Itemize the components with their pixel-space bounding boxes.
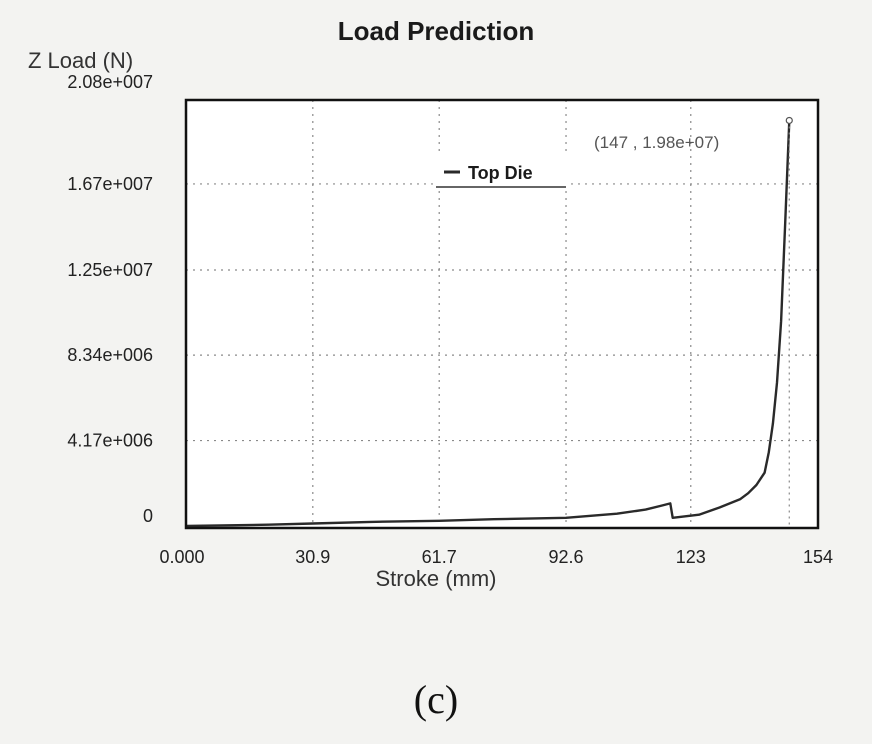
x-tick-label: 92.6 bbox=[548, 547, 583, 567]
peak-annotation: (147 , 1.98e+07) bbox=[594, 116, 793, 528]
x-tick-labels: 0.000 30.9 61.7 92.6 123 154 bbox=[159, 547, 833, 567]
x-tick-label: 154 bbox=[803, 547, 833, 567]
legend-entry-top-die: Top Die bbox=[468, 163, 533, 183]
legend: Top Die bbox=[434, 156, 568, 188]
y-tick-label: 4.17e+006 bbox=[67, 431, 153, 451]
load-prediction-chart: Load Prediction Z Load (N) Stroke (mm) 2… bbox=[28, 16, 833, 591]
plot-frame bbox=[184, 98, 820, 530]
x-tick-label: 123 bbox=[676, 547, 706, 567]
figure-caption: (c) bbox=[413, 677, 459, 722]
peak-annotation-label: (147 , 1.98e+07) bbox=[594, 133, 719, 152]
y-tick-label: 8.34e+006 bbox=[67, 345, 153, 365]
y-tick-label: 1.25e+007 bbox=[67, 260, 153, 280]
y-tick-label: 0 bbox=[143, 506, 153, 526]
y-tick-label: 1.67e+007 bbox=[67, 174, 153, 194]
series-layer bbox=[185, 120, 791, 528]
chart-title: Load Prediction bbox=[338, 16, 534, 46]
x-tick-label: 61.7 bbox=[422, 547, 457, 567]
y-tick-label: 2.08e+007 bbox=[67, 72, 153, 92]
series-line-top-die bbox=[185, 120, 791, 528]
x-tick-label: 0.000 bbox=[159, 547, 204, 567]
y-axis-label: Z Load (N) bbox=[28, 48, 133, 73]
x-axis-label: Stroke (mm) bbox=[376, 566, 497, 591]
peak-marker-point bbox=[785, 116, 793, 125]
y-tick-labels: 2.08e+007 1.67e+007 1.25e+007 8.34e+006 4.17… bbox=[67, 72, 153, 526]
x-tick-label: 30.9 bbox=[295, 547, 330, 567]
